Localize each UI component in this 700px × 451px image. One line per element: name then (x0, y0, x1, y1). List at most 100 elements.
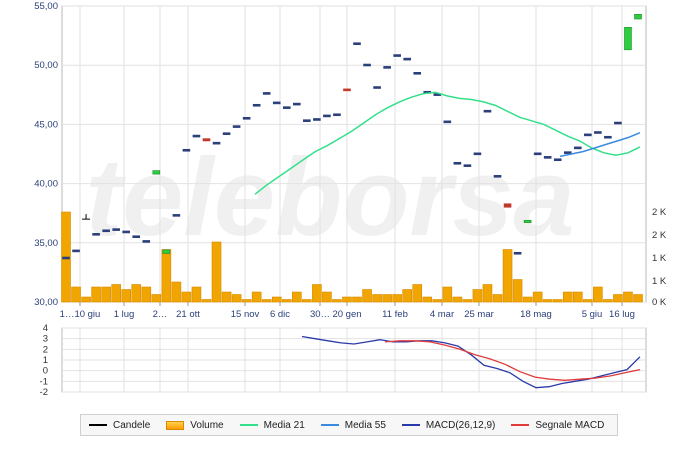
candle (563, 151, 572, 154)
volume-bar (281, 299, 292, 303)
macd-signal-line (384, 340, 641, 381)
volume-bar (502, 249, 513, 303)
candle (553, 158, 562, 162)
candle (543, 156, 552, 159)
legend-item: Candele (89, 420, 150, 431)
candle (353, 42, 361, 46)
legend-label: Volume (190, 419, 224, 431)
x-tick-label: 1…10 giu (60, 309, 101, 320)
legend-swatch-line (239, 424, 258, 426)
x-tick-label: 21 ott (176, 309, 200, 320)
legend-label: Media 21 (263, 419, 305, 431)
candle (232, 125, 241, 128)
volume-tick-label: 0 K (652, 297, 667, 308)
candle (252, 103, 261, 107)
x-tick-label: 30… (310, 309, 330, 320)
volume-bar (512, 279, 523, 303)
x-tick-label: 25 mar (464, 309, 494, 320)
price-tick-label: 40,00 (34, 179, 58, 190)
candle (282, 106, 291, 109)
candle (393, 54, 401, 57)
candle (323, 114, 331, 118)
price-panel: 55,00 50,00 45,00 40,00 35,00 30,001…10 giu 1 … (34, 1, 667, 320)
volume-bar (522, 296, 533, 303)
x-tick-label: 15 nov (231, 309, 260, 320)
candle (212, 141, 221, 145)
candle (604, 135, 612, 139)
legend-item: Segnale MACD (511, 420, 604, 431)
volume-tick-label: 2 K (652, 230, 667, 241)
volume-bar (121, 289, 132, 303)
volume-bar (562, 291, 573, 303)
legend-label: Candele (113, 419, 151, 431)
macd-tick-label: 4 (43, 323, 48, 334)
x-tick-label: 1 lug (114, 309, 135, 320)
volume-bar (111, 284, 121, 303)
volume-bar (593, 286, 603, 303)
macd-tick-label: 1 (43, 355, 48, 366)
candle (373, 86, 381, 89)
chart-legend: Candele Volume Media 21 Media 55 MACD(26,12,… (80, 414, 618, 436)
volume-bar (292, 291, 302, 303)
candle (72, 249, 80, 253)
volume-bar (372, 294, 382, 303)
volume-bar (532, 291, 543, 303)
x-tick-label: 6 dic (270, 309, 290, 320)
candle (202, 138, 211, 142)
candle (293, 102, 301, 106)
candle (303, 119, 311, 122)
volume-bar (312, 284, 322, 303)
volume-bar (432, 299, 443, 303)
candle (343, 88, 351, 92)
candle (493, 175, 502, 178)
volume-bar (482, 284, 493, 303)
candle (533, 152, 542, 156)
candle (463, 164, 472, 167)
candle (272, 101, 281, 105)
candle (162, 249, 171, 254)
macd-tick-label: 0 (43, 366, 48, 377)
candle (503, 203, 512, 208)
volume-bar (211, 241, 222, 303)
volume-tick-label: 1 K (652, 253, 667, 264)
volume-bar (412, 284, 423, 303)
volume-bar (151, 294, 162, 303)
volume-bar (603, 299, 613, 303)
price-tick-label: 50,00 (34, 60, 58, 71)
ma55-line (559, 132, 641, 158)
candle (313, 118, 321, 121)
legend-item: Volume (166, 419, 224, 431)
x-tick-label: 5 giu (582, 309, 603, 320)
volume-bar (472, 289, 483, 303)
candle (92, 233, 100, 236)
candle (594, 131, 602, 134)
candle (584, 133, 592, 137)
volume-bar (161, 249, 172, 303)
candle (62, 256, 70, 260)
volume-bar (101, 286, 111, 303)
legend-swatch-line (401, 424, 420, 426)
macd-tick-label: -1 (40, 376, 48, 387)
candle (152, 170, 161, 175)
volume-bar (402, 289, 412, 303)
volume-bar (141, 286, 152, 303)
candle (132, 235, 141, 238)
candle (172, 214, 181, 217)
legend-item: MACD(26,12,9) (401, 420, 495, 431)
legend-item: Media 55 (320, 420, 386, 431)
volume-bar (231, 294, 242, 303)
candle (112, 228, 120, 231)
volume-bar (241, 299, 252, 303)
volume-bar (271, 296, 282, 303)
volume-bar (181, 291, 192, 303)
candle (102, 229, 110, 233)
volume-bar (201, 299, 212, 303)
volume-bar (352, 296, 362, 303)
candle (443, 120, 452, 124)
price-tick-label: 55,00 (34, 1, 58, 12)
candle (262, 92, 271, 95)
volume-bar (633, 294, 643, 303)
x-tick-label: 2… (153, 309, 168, 320)
candle (142, 240, 151, 243)
